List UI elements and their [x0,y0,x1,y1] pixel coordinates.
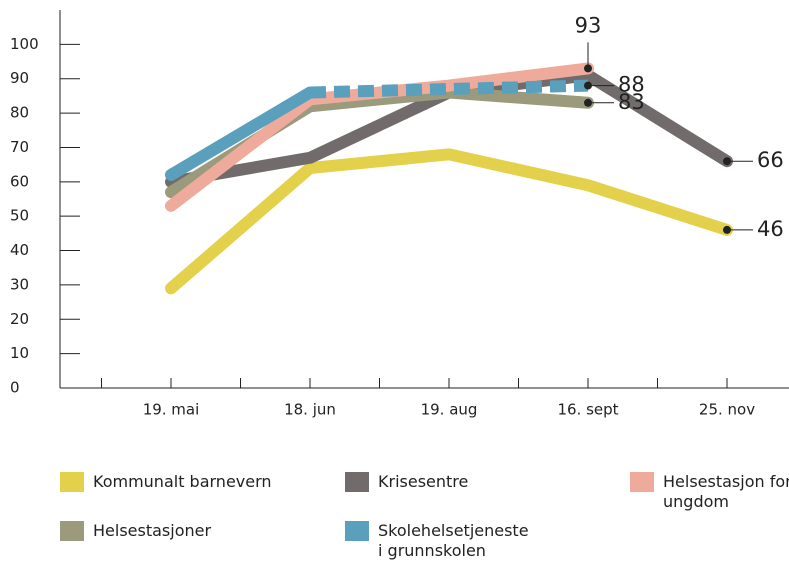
y-tick-label: 60 [10,172,29,190]
data-label: 93 [575,13,602,37]
x-tick-label: 19. mai [143,401,200,419]
y-tick-label: 90 [10,69,29,87]
series-line [165,86,316,181]
legend-swatch [630,472,654,492]
series-line [165,62,594,212]
x-tick-label: 19. aug [421,401,478,419]
x-tick-label: 16. sept [557,401,618,419]
series-line [165,148,733,295]
legend-item: Helsestasjon for ungdom [630,472,789,512]
legend-item: Skolehelsetjeneste i grunnskolen [345,521,529,561]
y-tick-label: 80 [10,104,29,122]
y-tick-label: 70 [10,138,29,156]
data-label: 66 [757,148,784,172]
series-line [309,79,589,99]
y-tick-label: 0 [10,379,20,397]
data-label: 83 [618,90,645,114]
legend-label: Helsestasjon for ungdom [663,472,789,511]
legend-item: Helsestasjoner [60,521,233,541]
end-dot [723,225,731,234]
y-tick-label: 20 [10,310,29,328]
data-label: 88 [618,73,645,97]
end-dot [584,98,592,107]
legend-item: Kommunalt barnevern [60,472,313,492]
chart: 0 10 20 30 40 50 60 70 80 90 100 19. mai 18. jun 19. … [10,10,789,419]
data-label: 46 [757,217,784,241]
legend-swatch [345,521,369,541]
y-tick-label: 40 [10,241,29,259]
y-tick-label: 50 [10,207,29,225]
legend-label: Kommunalt barnevern [93,472,272,491]
x-tick-label: 18. jun [284,401,336,419]
legend-label: Helsestasjoner [93,521,212,540]
legend-swatch [345,472,369,492]
legend-label: Krisesentre [378,472,469,491]
x-tick-label: 25. nov [699,401,755,419]
y-tick-label: 30 [10,275,29,293]
end-dot [723,157,731,166]
legend-swatch [60,521,84,541]
y-tick-label: 10 [10,344,29,362]
y-tick-label: 100 [10,35,39,53]
legend-item: Krisesentre [345,472,518,492]
legend-label: Skolehelsetjeneste i grunnskolen [378,521,529,560]
end-dot [584,81,592,90]
legend-swatch [60,472,84,492]
end-dot [584,64,592,73]
